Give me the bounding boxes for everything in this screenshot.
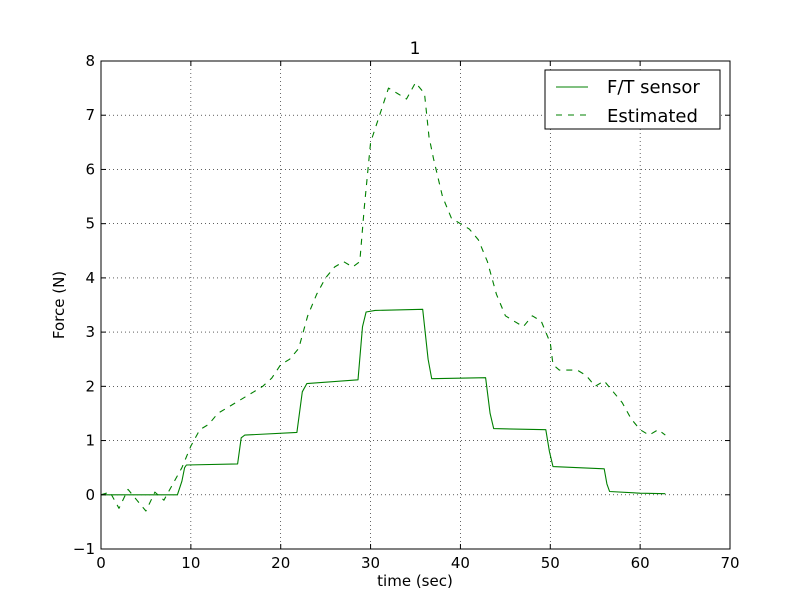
x-tick-label: 50 (541, 554, 560, 572)
x-tick-label: 30 (361, 554, 380, 572)
series-line-f-t-sensor (101, 308, 666, 496)
x-axis-label: time (sec) (377, 572, 453, 590)
y-tick-label: 4 (85, 269, 95, 287)
legend-box (544, 69, 721, 130)
y-tick-label: 7 (85, 106, 95, 124)
x-tick-label: 40 (451, 554, 470, 572)
legend: F/T sensor Estimated (544, 69, 721, 130)
y-tick-label: 5 (85, 215, 95, 233)
plot-area (101, 61, 730, 549)
y-tick-label: 3 (85, 323, 95, 341)
series-line-estimated (100, 82, 666, 512)
y-axis-label: Force (N) (50, 271, 68, 339)
y-tick-label: 0 (85, 486, 95, 504)
x-tick-label: 10 (181, 554, 200, 572)
legend-label-estimated: Estimated (607, 106, 698, 127)
x-tick-label: 0 (96, 554, 106, 572)
chart-title: 1 (410, 39, 421, 59)
legend-label-ft-sensor: F/T sensor (607, 77, 700, 98)
y-tick-label: 2 (85, 377, 95, 395)
series-group (100, 82, 666, 512)
x-tick-label: 70 (720, 554, 739, 572)
y-tick-label: 1 (85, 432, 95, 450)
x-tick-label: 60 (631, 554, 650, 572)
y-tick-label: −1 (73, 540, 95, 558)
y-tick-label: 6 (85, 160, 95, 178)
y-tick-label: 8 (85, 52, 95, 70)
plot-frame (100, 60, 731, 550)
x-tick-label: 20 (271, 554, 290, 572)
